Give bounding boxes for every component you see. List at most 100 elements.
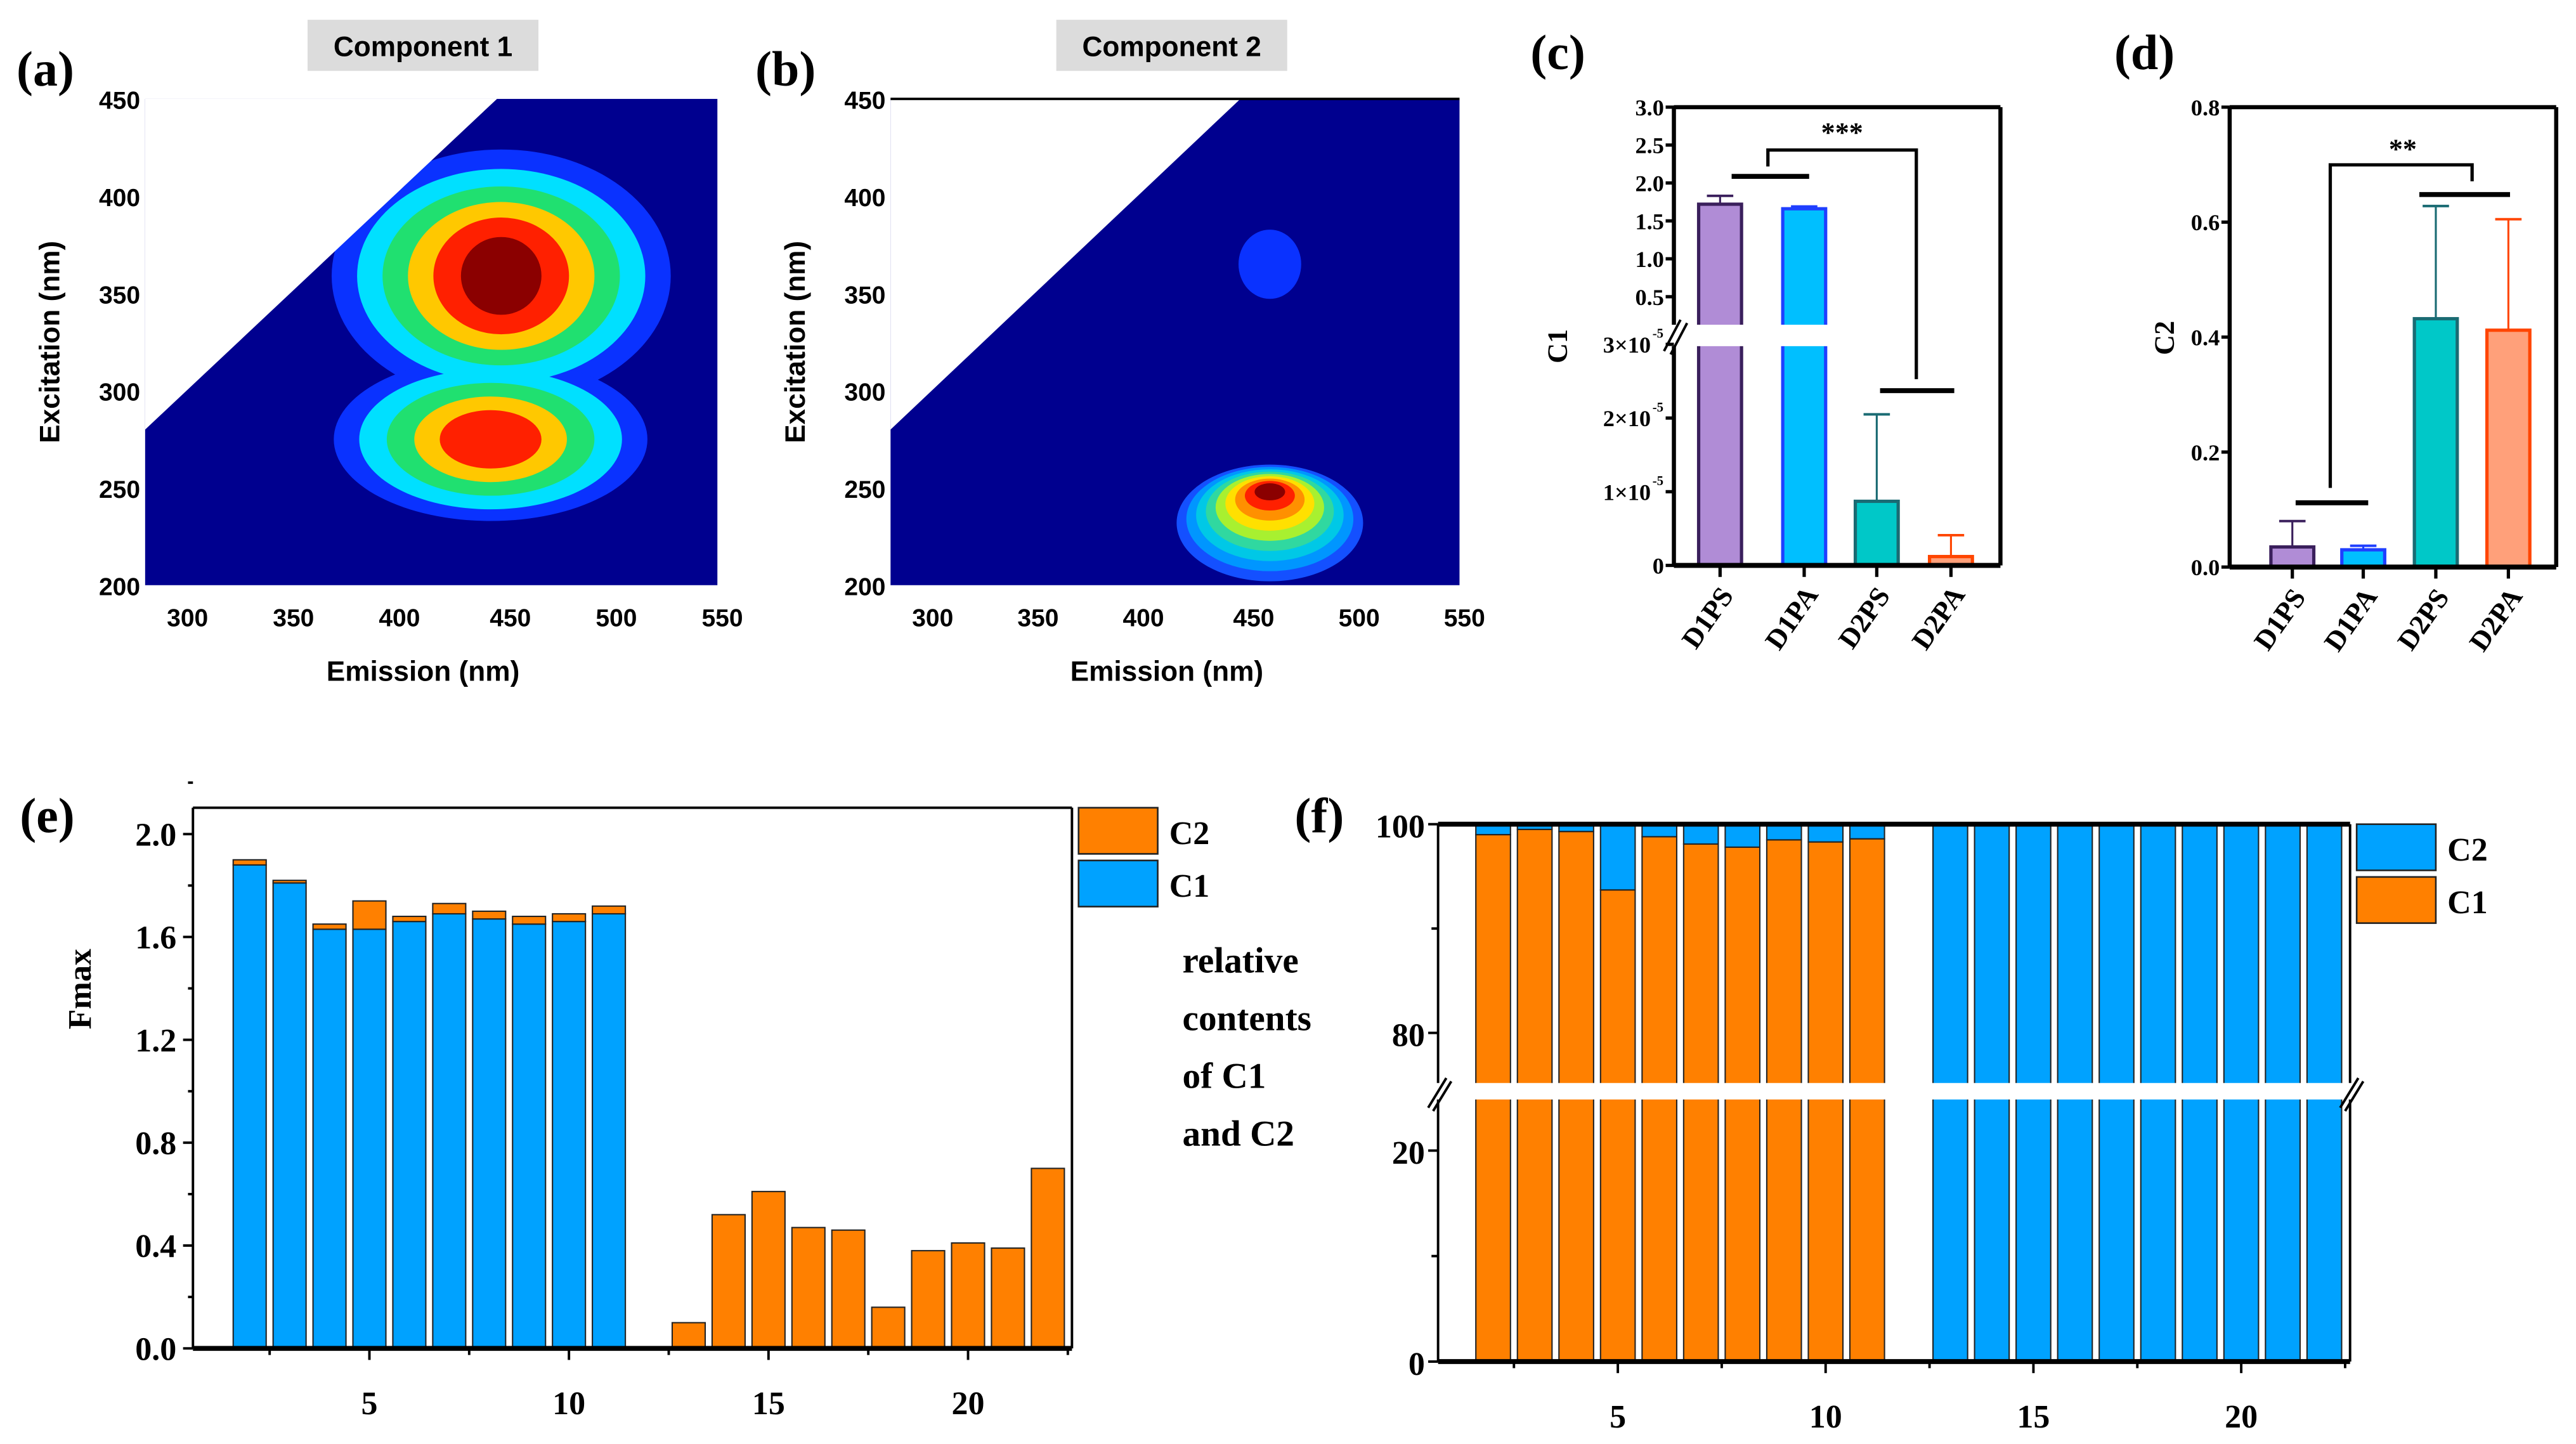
bar-C1-x5 <box>1599 889 1636 1363</box>
x-tick-label: 5 <box>1610 1399 1626 1435</box>
y-tick-label: 450 <box>844 88 885 115</box>
category-label: D1PS <box>2248 583 2312 656</box>
y-tick-label: 0.4 <box>2191 325 2220 351</box>
y-tick-exponent: -5 <box>1653 474 1663 488</box>
bar-C2-x8 <box>472 910 507 920</box>
title-box <box>1056 20 1287 71</box>
category-label: D1PA <box>2318 582 2383 657</box>
contour-minor-peak <box>1238 230 1301 299</box>
y-tick-label: 80 <box>1392 1018 1425 1054</box>
panel-label-f: (f) <box>1294 789 1344 843</box>
x-tick-label: 500 <box>595 605 637 632</box>
category-label: D1PS <box>1675 582 1740 654</box>
y-tick-label: 400 <box>99 185 140 212</box>
x-tick-label: 350 <box>1017 605 1058 632</box>
y-axis-label-f: contents <box>1183 999 1311 1039</box>
y-tick-label: 300 <box>844 379 885 407</box>
y-tick-label: 2.0 <box>1635 171 1663 197</box>
y-tick-label: 0 <box>1408 1346 1425 1382</box>
bar-C1-x10 <box>1807 841 1844 1363</box>
bar-C1-x7 <box>1682 843 1719 1363</box>
heatmap-b: Component 2 300 350 400 450 500 550 200 250 300 35… <box>780 20 1485 687</box>
y-axis-label: C2 <box>2149 321 2180 355</box>
bar-C2-x13 <box>671 1322 706 1350</box>
y-tick-label: 20 <box>1392 1135 1425 1171</box>
bar-C2-x3 <box>272 880 307 884</box>
bar-C2-x10 <box>1807 823 1844 843</box>
bar-C1-x3 <box>272 882 307 1350</box>
y-tick-label: 200 <box>99 573 140 601</box>
bar-chart-d: D1PS D1PA D2PS D2PA 0.0 0.2 0.4 0.6 0.8 C2 ** <box>2149 95 2559 657</box>
y-tick-exponent: -5 <box>1653 400 1663 415</box>
legend-swatch-C1 <box>1077 859 1159 907</box>
bar-C2-x7 <box>432 902 467 914</box>
bar-C1-x2 <box>232 864 267 1350</box>
panel-label-b: (b) <box>755 42 816 96</box>
bar-C2-x7 <box>1682 823 1719 845</box>
y-axis-label-f: of C1 <box>1183 1057 1266 1096</box>
x-tick-label: 550 <box>701 605 743 632</box>
axis-break-mark <box>2339 1077 2360 1109</box>
x-tick-label: 15 <box>2017 1399 2050 1435</box>
x-axis-label: Emission (nm) <box>1070 656 1264 687</box>
bar-C2-x21 <box>991 1247 1025 1350</box>
bar-chart-c: D1PS D1PA D2PS D2PA0.51.01.52.02.53.001×10-… <box>1542 95 2003 655</box>
axis-break-mark <box>2344 1081 2365 1112</box>
bar-D2PS <box>1853 499 1900 568</box>
bar-C1-x8 <box>472 918 507 1350</box>
y-tick-label: 0.6 <box>2191 210 2220 235</box>
stacked-chart-f: 5 10 15 20 C2 C1 0 20 80 100 <box>1376 809 2488 1435</box>
axis-break-mark <box>1427 1077 1448 1109</box>
stacked-chart-e: 5 10 15 20 C2 C1 0.0 0.4 0.8 1.2 1.6 2.0 Fmax <box>62 781 1209 1422</box>
x-tick-label: 20 <box>2225 1399 2258 1435</box>
y-tick-label: 3.0 <box>1635 95 1663 120</box>
y-tick-label: 350 <box>844 282 885 309</box>
y-axis-label: C1 <box>1542 329 1573 363</box>
y-tick-label: 0.4 <box>135 1228 176 1265</box>
x-tick-label: 15 <box>752 1386 785 1422</box>
category-label: D2PA <box>1906 580 1971 655</box>
y-tick-label: 1×10 <box>1603 479 1651 505</box>
axis-break-gap <box>1654 325 1981 346</box>
axis-break-gap <box>1428 1083 2360 1100</box>
bar-D1PA <box>1781 207 1828 568</box>
x-tick-label: 550 <box>1444 605 1485 632</box>
y-tick-label: 0.5 <box>1635 285 1663 310</box>
y-axis-label: Fmax <box>62 949 98 1029</box>
bar-C2-x11 <box>592 905 627 914</box>
bar-D1PS <box>1696 202 1743 568</box>
bar-C1-x5 <box>352 928 387 1350</box>
bar-C2-x9 <box>512 915 547 925</box>
panel-label-c: (c) <box>1530 25 1585 80</box>
bar-C2-x2 <box>232 859 267 866</box>
y-tick-label: 1.2 <box>135 1023 176 1059</box>
bar-C1-x9 <box>512 923 547 1350</box>
y-tick-label: 2×10 <box>1603 406 1651 431</box>
bar-C1-x11 <box>592 913 627 1350</box>
panel-label-a: (a) <box>16 42 74 96</box>
bar-C2-x19 <box>911 1250 946 1350</box>
bar-C2-x10 <box>552 913 587 923</box>
x-tick-label: 400 <box>1122 605 1164 632</box>
bar-D1PS <box>2269 545 2316 569</box>
x-tick-label: 300 <box>167 605 208 632</box>
y-tick-label: 0.8 <box>2191 95 2220 120</box>
category-label: D2PS <box>2391 583 2456 656</box>
contour-level <box>460 237 542 315</box>
contour-level <box>1254 483 1285 501</box>
bar-C1-x4 <box>312 928 347 1350</box>
bar-C2-x15 <box>751 1190 786 1350</box>
y-axis-label-f: and C2 <box>1183 1114 1294 1154</box>
category-label: D2PS <box>1832 582 1896 654</box>
bar-D1PA <box>2340 548 2386 569</box>
x-tick-label: 20 <box>952 1386 985 1422</box>
bar-C1-x9 <box>1766 839 1802 1363</box>
y-tick-label: 3×10 <box>1603 332 1651 358</box>
chart-title: Component 1 <box>334 31 512 62</box>
legend-label-C2: C2 <box>2447 832 2488 868</box>
y-tick-label: 1.6 <box>135 920 176 956</box>
bar-C2-x5 <box>1599 823 1636 891</box>
heatmap-a: Component 1 300 350 400 450 500 550 200 250 300 35… <box>35 20 743 687</box>
bar-C2-x17 <box>831 1229 866 1350</box>
